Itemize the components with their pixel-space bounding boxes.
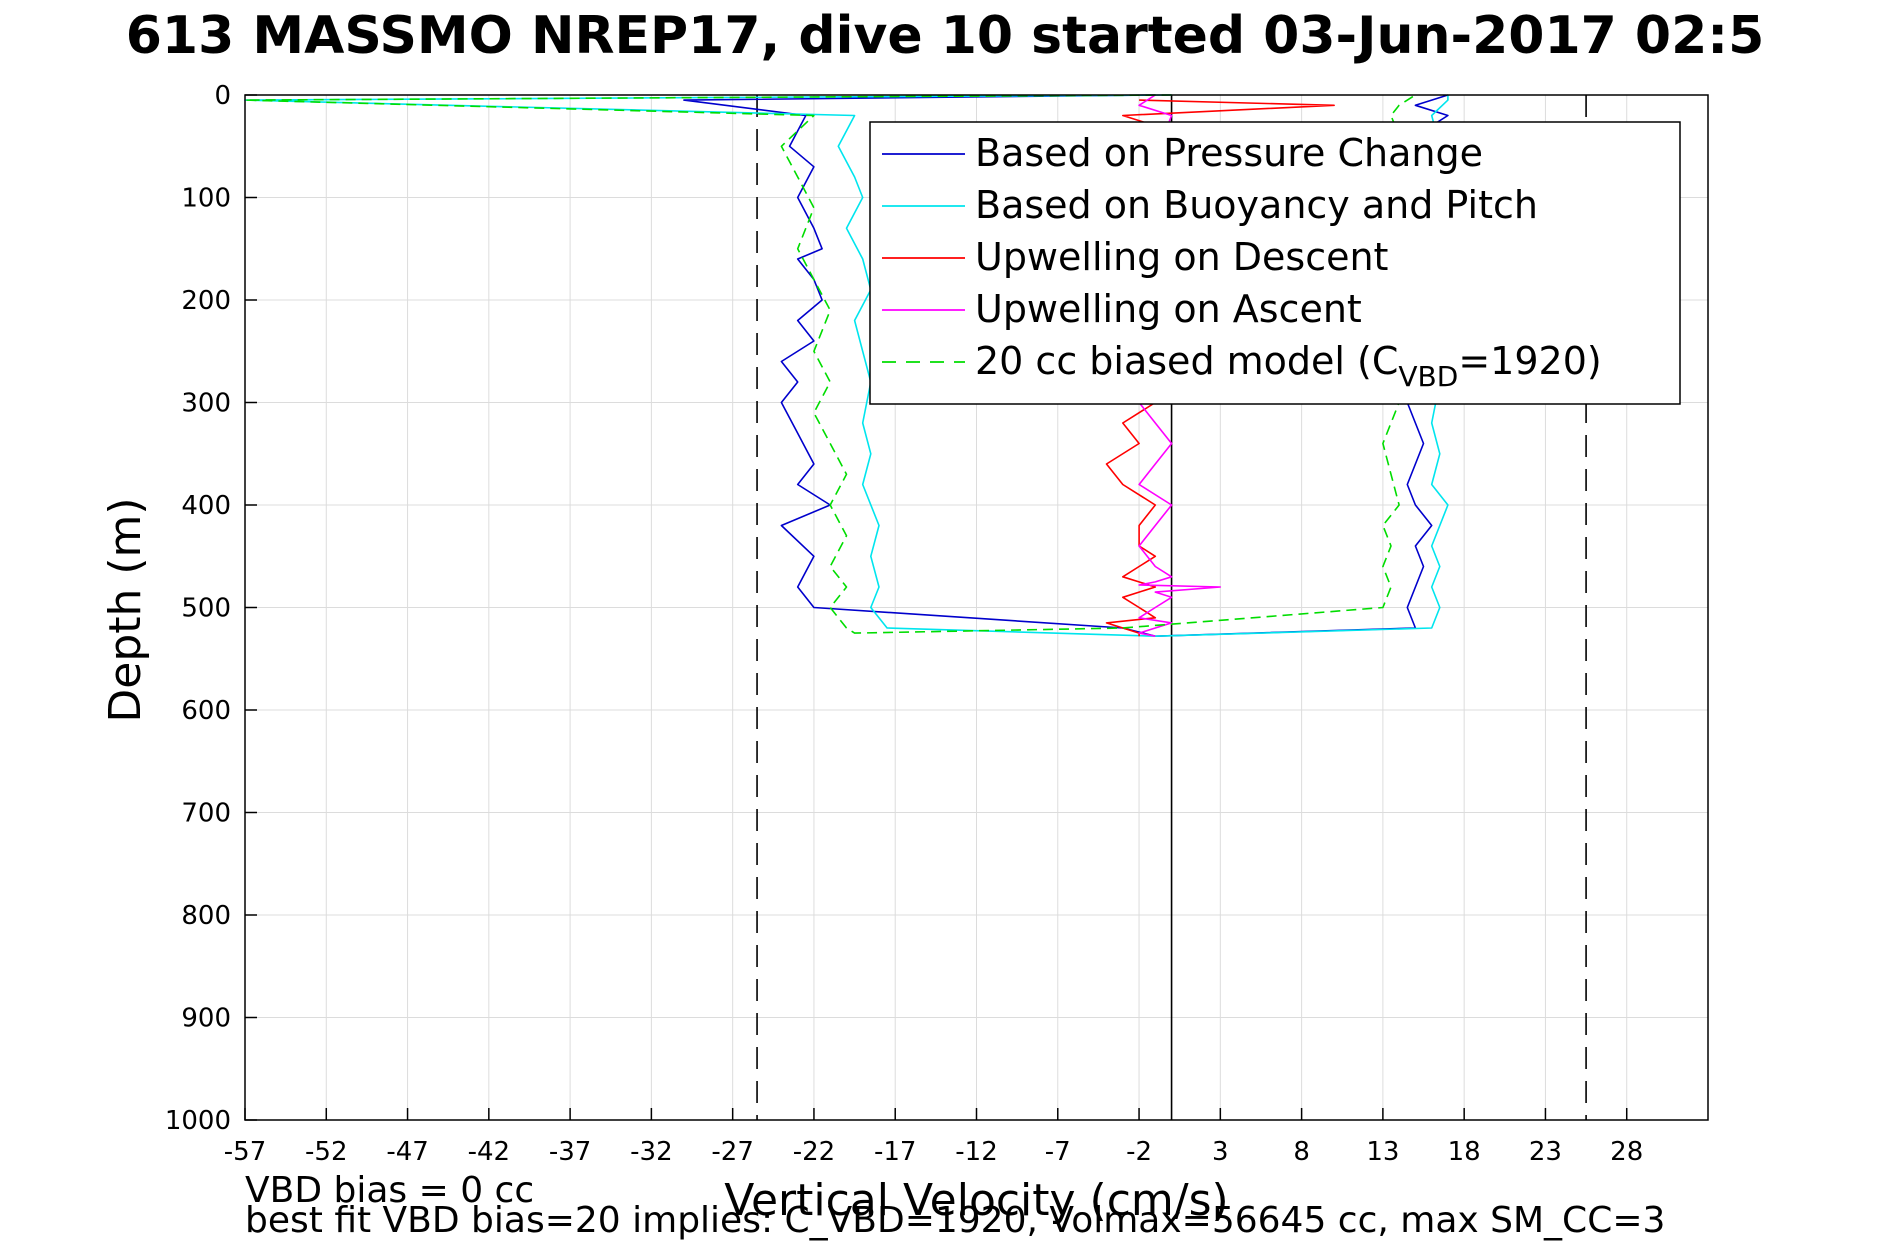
legend-box xyxy=(869,121,1681,405)
x-tick-label: 8 xyxy=(1293,1137,1310,1167)
y-tick-label: 400 xyxy=(181,491,231,521)
y-tick-label: 600 xyxy=(181,696,231,726)
x-tick-label: -12 xyxy=(955,1137,997,1167)
y-tick-label: 700 xyxy=(181,799,231,829)
footnote-best-fit: best fit VBD bias=20 implies: C_VBD=1920… xyxy=(245,1200,1666,1241)
y-tick-label: 200 xyxy=(181,286,231,316)
x-tick-label: 18 xyxy=(1448,1137,1481,1167)
axis-ticks: -57 -52 -47 -42 -37 -32 -27 -22 -17 -12 -7 -2 3 8 13 18… xyxy=(165,81,1643,1167)
legend-entry-label: Upwelling on Descent xyxy=(975,235,1388,279)
legend-entry-label: Based on Buoyancy and Pitch xyxy=(975,183,1538,227)
x-tick-label: 28 xyxy=(1610,1137,1643,1167)
x-tick-label: -52 xyxy=(305,1137,347,1167)
legend-entry-label: Based on Pressure Change xyxy=(975,131,1483,175)
x-tick-label: 13 xyxy=(1366,1137,1399,1167)
x-tick-label: -37 xyxy=(549,1137,591,1167)
x-axis-label: Vertical Velocity (cm/s) xyxy=(724,1175,1228,1226)
y-tick-label: 500 xyxy=(181,594,231,624)
x-tick-label: 23 xyxy=(1529,1137,1562,1167)
y-axis-label: Depth (m) xyxy=(100,497,151,722)
y-tick-label: 100 xyxy=(181,184,231,214)
y-tick-label: 1000 xyxy=(165,1106,231,1136)
x-tick-label: -47 xyxy=(386,1137,428,1167)
x-tick-label: -27 xyxy=(711,1137,753,1167)
x-tick-label: -32 xyxy=(630,1137,672,1167)
y-tick-label: 300 xyxy=(181,389,231,419)
x-tick-label: -17 xyxy=(874,1137,916,1167)
footnote-vbd-bias: VBD bias = 0 cc xyxy=(245,1170,535,1211)
x-tick-label: -2 xyxy=(1126,1137,1152,1167)
y-tick-label: 0 xyxy=(214,81,231,111)
x-tick-label: -7 xyxy=(1045,1137,1071,1167)
legend: Based on Pressure Change Based on Buoyanc… xyxy=(869,121,1681,405)
x-tick-label: 3 xyxy=(1212,1137,1229,1167)
legend-entry-label: Upwelling on Ascent xyxy=(975,287,1362,331)
x-tick-label: -42 xyxy=(468,1137,510,1167)
y-tick-label: 800 xyxy=(181,901,231,931)
chart-title: 613 MASSMO NREP17, dive 10 started 03-Ju… xyxy=(125,6,1765,66)
x-tick-label: -22 xyxy=(793,1137,835,1167)
legend-entry-label: 20 cc biased model (CVBD=1920) xyxy=(975,339,1602,393)
x-tick-label: -57 xyxy=(224,1137,266,1167)
y-tick-label: 900 xyxy=(181,1004,231,1034)
